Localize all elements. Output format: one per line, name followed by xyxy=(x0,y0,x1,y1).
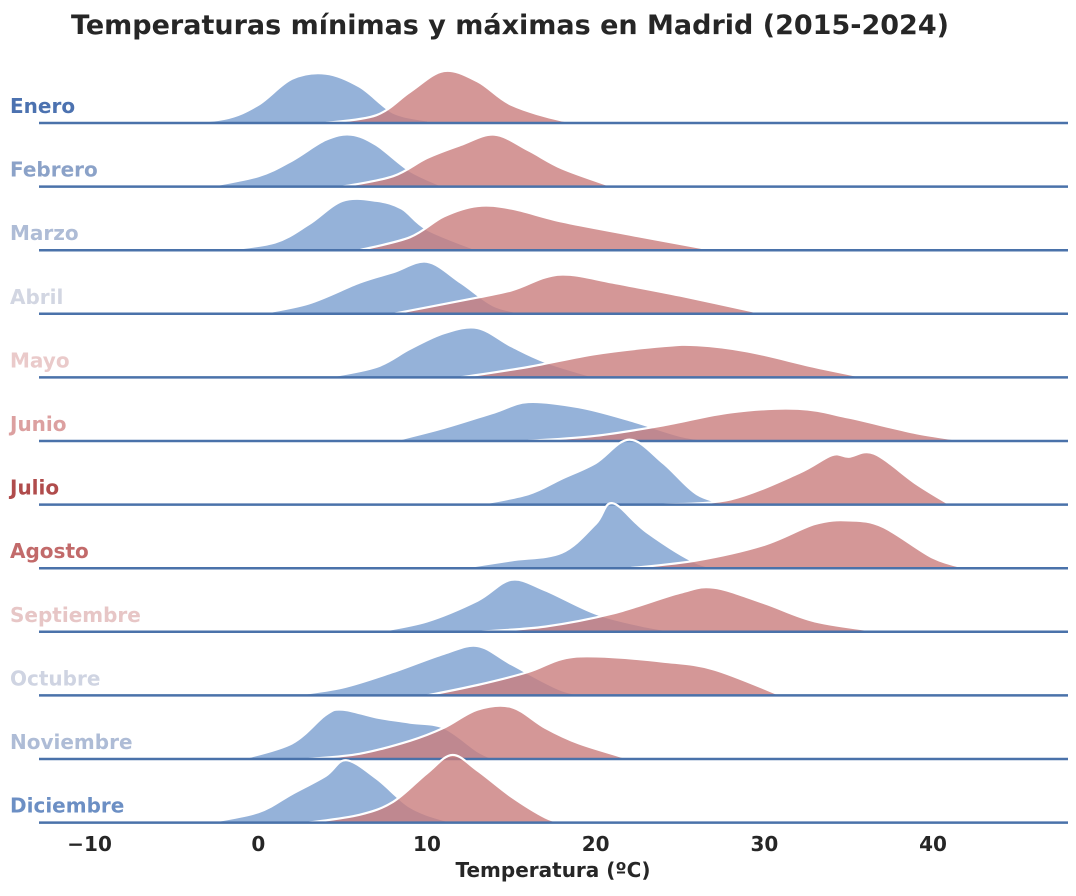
x-axis: −10 0 10 20 30 40 xyxy=(67,832,947,856)
month-label: Abril xyxy=(10,285,63,309)
max-density-area xyxy=(308,754,562,823)
month-label: Febrero xyxy=(10,158,98,182)
month-label: Marzo xyxy=(10,221,79,245)
x-tick-label: −10 xyxy=(67,832,112,856)
x-tick-label: 0 xyxy=(251,832,265,856)
ridge-rows: Enero Febrero Marzo Abril Mayo Junio Julio Agos… xyxy=(8,69,1068,824)
max-density-area xyxy=(460,344,866,378)
ridge-row: Febrero xyxy=(10,133,1068,188)
max-density-outline xyxy=(308,704,630,761)
x-axis-label: Temperatura (ºC) xyxy=(456,858,651,882)
min-density-area xyxy=(325,327,596,378)
ridge-row: Junio xyxy=(8,400,1068,443)
ridge-row: Septiembre xyxy=(10,578,1068,634)
min-density-area xyxy=(477,439,731,505)
min-density-outline xyxy=(325,326,597,379)
month-label: Junio xyxy=(8,412,67,436)
ridge-row: Enero xyxy=(10,69,1068,125)
max-density-outline xyxy=(460,343,866,379)
month-label: Octubre xyxy=(10,666,100,690)
month-label: Diciembre xyxy=(10,794,124,818)
min-density-outline xyxy=(224,197,479,252)
ridge-row: Octubre xyxy=(10,644,1068,697)
ridge-row: Noviembre xyxy=(10,704,1068,761)
max-density-area xyxy=(325,70,596,123)
max-density-outline xyxy=(426,655,782,697)
max-density-area xyxy=(477,587,883,632)
min-density-area xyxy=(174,73,427,123)
max-density-outline xyxy=(308,753,563,824)
ridge-row: Julio xyxy=(8,438,1068,506)
month-label: Noviembre xyxy=(10,730,133,754)
max-density-area xyxy=(393,274,765,314)
min-density-area xyxy=(460,503,731,569)
max-density-outline xyxy=(359,204,714,252)
month-label: Agosto xyxy=(10,539,89,563)
max-density-area xyxy=(663,452,950,505)
max-density-outline xyxy=(663,451,951,506)
max-density-outline xyxy=(392,273,765,315)
max-density-area xyxy=(528,408,967,441)
x-tick-label: 20 xyxy=(582,832,610,856)
x-tick-label: 40 xyxy=(919,832,947,856)
max-density-area xyxy=(629,520,967,569)
max-density-outline xyxy=(325,69,596,125)
ridge-row: Agosto xyxy=(10,502,1068,570)
chart-title: Temperaturas mínimas y máximas en Madrid… xyxy=(71,10,949,41)
month-label: Septiembre xyxy=(10,603,141,627)
ridge-row: Marzo xyxy=(10,197,1068,252)
max-density-area xyxy=(308,705,630,759)
month-label: Enero xyxy=(10,94,75,118)
max-density-area xyxy=(342,134,613,187)
ridge-row: Abril xyxy=(10,260,1068,316)
month-label: Julio xyxy=(8,476,59,500)
max-density-outline xyxy=(629,519,968,570)
ridge-row: Mayo xyxy=(10,326,1068,379)
min-density-outline xyxy=(477,438,731,506)
month-label: Mayo xyxy=(10,348,70,372)
max-density-outline xyxy=(477,585,883,633)
x-tick-label: 30 xyxy=(750,832,778,856)
ridge-row: Diciembre xyxy=(10,753,1068,824)
max-density-outline xyxy=(528,407,967,443)
max-density-area xyxy=(359,205,714,251)
x-tick-label: 10 xyxy=(413,832,441,856)
max-density-outline xyxy=(342,133,613,188)
